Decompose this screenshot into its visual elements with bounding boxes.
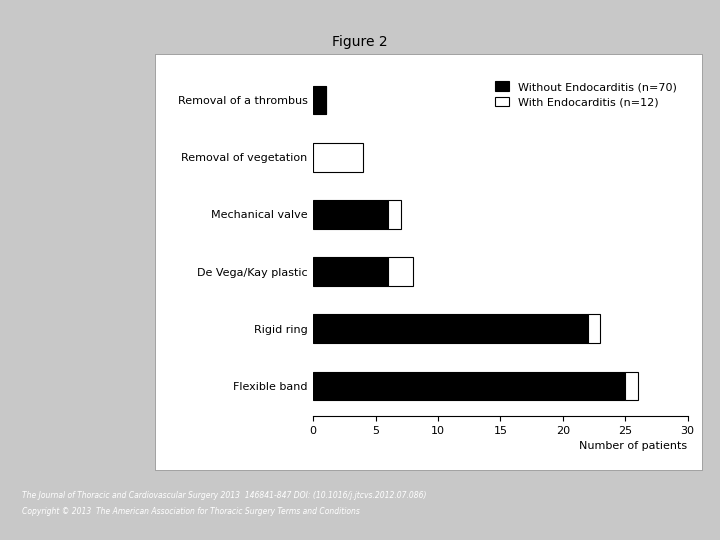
Bar bbox=[313, 86, 325, 114]
Bar bbox=[313, 314, 588, 343]
Bar bbox=[625, 372, 638, 400]
Bar bbox=[588, 314, 600, 343]
Bar bbox=[313, 372, 625, 400]
Bar bbox=[313, 257, 388, 286]
Legend: Without Endocarditis (n=70), With Endocarditis (n=12): Without Endocarditis (n=70), With Endoca… bbox=[490, 76, 682, 113]
Bar bbox=[313, 200, 388, 229]
Text: The Journal of Thoracic and Cardiovascular Surgery 2013  146841-847 DOI: (10.101: The Journal of Thoracic and Cardiovascul… bbox=[22, 490, 426, 500]
Bar bbox=[313, 143, 363, 172]
X-axis label: Number of patients: Number of patients bbox=[580, 441, 688, 451]
Bar bbox=[388, 257, 413, 286]
Text: Copyright © 2013  The American Association for Thoracic Surgery Terms and Condit: Copyright © 2013 The American Associatio… bbox=[22, 507, 359, 516]
Bar bbox=[388, 200, 400, 229]
Text: Figure 2: Figure 2 bbox=[332, 35, 388, 49]
